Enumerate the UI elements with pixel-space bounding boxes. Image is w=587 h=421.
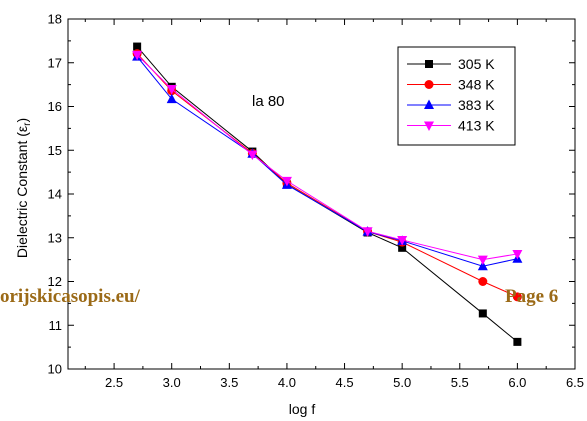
- legend-label: 348 K: [458, 77, 495, 93]
- series-413-k: [132, 50, 523, 266]
- legend-item: 413 K: [407, 118, 495, 134]
- legend-item: 383 K: [407, 97, 495, 113]
- data-point: [512, 249, 523, 260]
- y-tick-label: 18: [48, 12, 62, 27]
- y-axis: 10 11 12 13 14 15 16 17 18: [48, 12, 575, 377]
- y-axis-title-sub: r: [22, 122, 33, 126]
- data-point: [513, 337, 522, 346]
- y-tick-label: 15: [48, 143, 62, 158]
- y-axis-title-main: Dielectric Constant (ε: [14, 126, 30, 258]
- data-point: [133, 42, 142, 51]
- data-point: [362, 227, 373, 237]
- y-axis-title-end: ): [14, 118, 30, 123]
- data-point: [477, 255, 488, 266]
- data-point: [512, 292, 522, 302]
- watermark-right: Page 6: [505, 286, 558, 307]
- y-tick-label: 11: [49, 318, 63, 333]
- data-point: [398, 243, 407, 252]
- legend-marker: [424, 99, 434, 109]
- legend: 305 K 348 K 383 K 413 K: [397, 46, 516, 146]
- x-tick-label: 3.0: [163, 375, 181, 390]
- legend-item: 305 K: [407, 56, 495, 72]
- data-point: [477, 260, 488, 271]
- y-tick-label: 17: [48, 55, 62, 70]
- legend-box: [397, 46, 516, 146]
- data-point: [478, 309, 487, 318]
- data-point: [478, 277, 488, 286]
- x-tick-label: 3.5: [220, 375, 238, 390]
- x-tick-label: 4.5: [336, 375, 354, 390]
- y-axis-title: Dielectric Constant (εr): [14, 118, 33, 258]
- y-tick-label: 13: [48, 230, 62, 245]
- legend-marker: [424, 121, 434, 131]
- legend-marker: [425, 60, 433, 68]
- legend-label: 383 K: [458, 97, 495, 113]
- data-point: [247, 150, 258, 161]
- x-tick-label: 5.0: [393, 375, 411, 390]
- series-line: [136, 54, 518, 261]
- data-point: [166, 85, 177, 95]
- x-axis: 2.5 3.0 3.5 4.0 4.5 5.0 5.5 6.0 6.5: [84, 19, 584, 390]
- y-tick-label: 12: [48, 274, 62, 289]
- series-line: [136, 56, 518, 267]
- y-tick-label: 14: [48, 187, 62, 202]
- x-tick-label: 6.0: [508, 375, 526, 390]
- x-tick-label: 2.5: [105, 375, 123, 390]
- series-line: [136, 53, 518, 298]
- x-axis-title: log f: [289, 401, 316, 417]
- x-tick-label: 4.0: [278, 375, 296, 390]
- x-tick-label: 5.5: [451, 375, 469, 390]
- data-point: [397, 235, 408, 246]
- y-tick-label: 16: [48, 99, 62, 114]
- legend-label: 305 K: [458, 56, 495, 72]
- legend-marker: [424, 80, 434, 89]
- legend-item: 348 K: [407, 77, 495, 93]
- legend-label: 413 K: [458, 118, 495, 134]
- series-layer: [132, 42, 523, 346]
- data-point: [281, 176, 292, 187]
- annotation-label: la 80: [252, 93, 285, 110]
- x-tick-label: 6.5: [566, 375, 584, 390]
- data-point: [166, 93, 177, 104]
- watermark-left: orijskicasopis.eu/: [0, 286, 141, 307]
- y-tick-label: 10: [48, 362, 62, 377]
- data-point: [132, 50, 143, 61]
